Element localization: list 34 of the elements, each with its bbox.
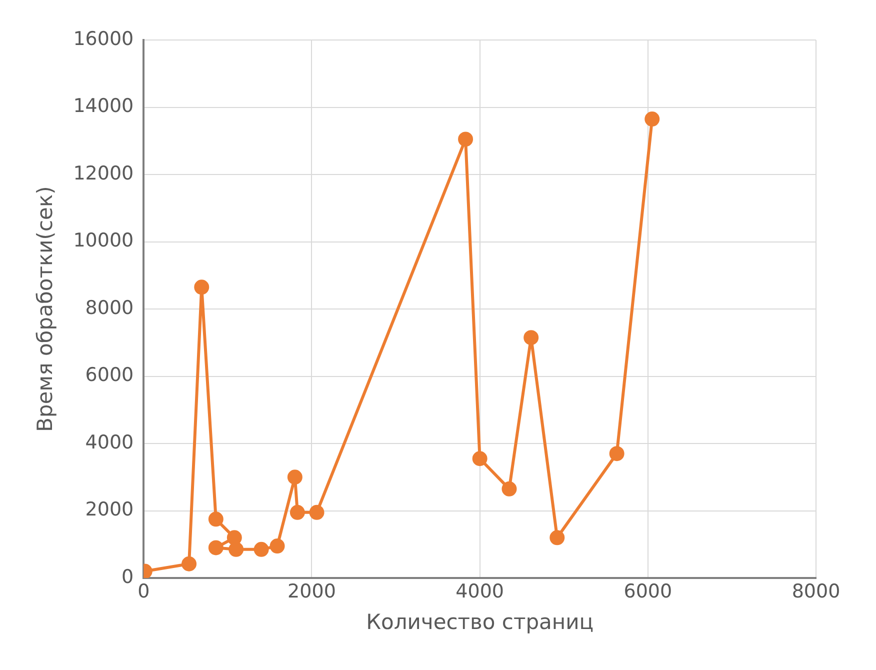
y-axis-title: Время обработки(сек) xyxy=(33,186,58,432)
point xyxy=(609,446,624,462)
x-tick-label: 4000 xyxy=(456,580,504,602)
y-tick-label: 2000 xyxy=(85,498,134,521)
point xyxy=(290,504,305,520)
point xyxy=(524,330,539,346)
point xyxy=(472,451,488,466)
point xyxy=(309,504,324,520)
point xyxy=(208,540,224,556)
x-tick-label: 2000 xyxy=(288,580,336,602)
x-tick-label: 0 xyxy=(138,580,150,602)
point xyxy=(194,280,210,295)
point xyxy=(644,112,660,127)
point xyxy=(458,132,474,147)
point xyxy=(182,556,197,572)
point xyxy=(228,542,244,557)
point xyxy=(226,530,242,546)
point xyxy=(254,542,269,557)
point xyxy=(270,538,285,554)
point xyxy=(287,470,302,485)
y-tick-label: 10000 xyxy=(73,230,134,252)
y-tick-label: 6000 xyxy=(85,364,134,386)
x-tick-label: 6000 xyxy=(624,580,672,602)
x-axis-title: Количество страниц xyxy=(366,610,594,634)
point xyxy=(550,530,565,546)
point xyxy=(502,481,517,496)
y-tick-label: 14000 xyxy=(73,95,134,118)
y-tick-label: 0 xyxy=(122,566,134,588)
y-tick-label: 4000 xyxy=(85,431,134,454)
x-tick-label: 8000 xyxy=(792,580,840,602)
y-tick-label: 16000 xyxy=(73,28,134,50)
y-tick-label: 8000 xyxy=(85,296,134,319)
point xyxy=(208,512,224,527)
y-tick-label: 12000 xyxy=(73,162,134,184)
